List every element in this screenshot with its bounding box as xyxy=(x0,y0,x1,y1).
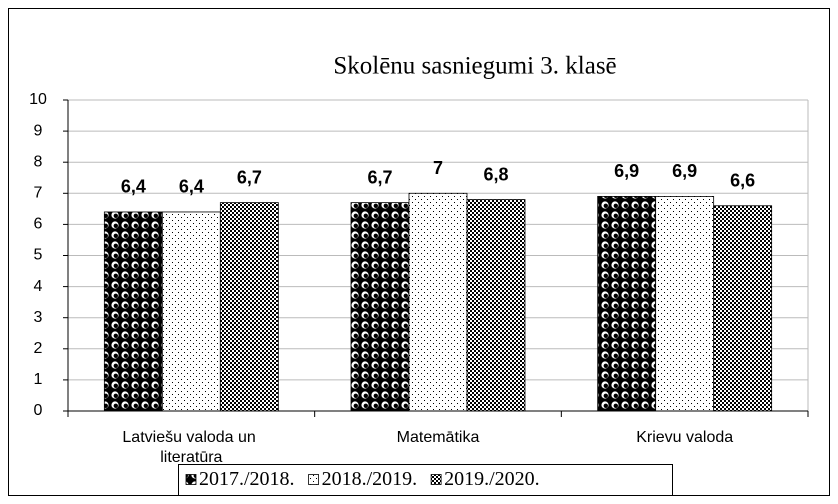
y-tick-label: 5 xyxy=(34,247,43,264)
value-label: 6,9 xyxy=(614,161,639,181)
legend-label: 2018./2019. xyxy=(322,468,418,490)
bar xyxy=(713,205,773,412)
value-label: 6,4 xyxy=(179,177,204,197)
legend-label: 2017./2018. xyxy=(199,468,295,490)
bar xyxy=(219,202,279,412)
value-label: 7 xyxy=(433,158,443,178)
y-tick-label: 7 xyxy=(34,185,43,202)
bar xyxy=(466,199,526,412)
y-tick-label: 8 xyxy=(34,153,43,170)
bar xyxy=(408,192,468,412)
bar xyxy=(655,196,715,412)
bar xyxy=(161,211,221,412)
y-tick-label: 1 xyxy=(34,371,43,388)
y-tick-label: 4 xyxy=(34,278,43,295)
y-tick-label: 3 xyxy=(34,309,43,326)
y-tick-label: 6 xyxy=(34,216,43,233)
legend-swatch xyxy=(430,474,442,485)
bar xyxy=(350,202,410,412)
legend-label: 2019./2020. xyxy=(444,468,540,490)
value-label: 6,6 xyxy=(730,170,755,190)
legend-swatch xyxy=(308,474,319,485)
value-label: 6,8 xyxy=(483,164,508,184)
y-tick-label: 10 xyxy=(29,91,47,108)
y-tick-label: 9 xyxy=(34,122,43,139)
value-label: 6,9 xyxy=(672,161,697,181)
chart-title: Skolēnu sasniegumi 3. klasē xyxy=(333,53,616,80)
y-tick-label: 0 xyxy=(34,402,43,419)
legend-swatch xyxy=(185,474,197,485)
value-label: 6,7 xyxy=(367,167,392,187)
x-tick-label: Matemātika xyxy=(397,429,480,446)
y-tick-label: 2 xyxy=(34,340,43,357)
bar xyxy=(103,211,163,412)
x-tick-label: Latviešu valoda un literatūra xyxy=(122,429,260,466)
value-label: 6,7 xyxy=(237,167,262,187)
value-label: 6,4 xyxy=(121,177,146,197)
legend-box xyxy=(178,464,673,496)
bar xyxy=(597,196,657,412)
x-tick-label: Krievu valoda xyxy=(636,429,733,446)
